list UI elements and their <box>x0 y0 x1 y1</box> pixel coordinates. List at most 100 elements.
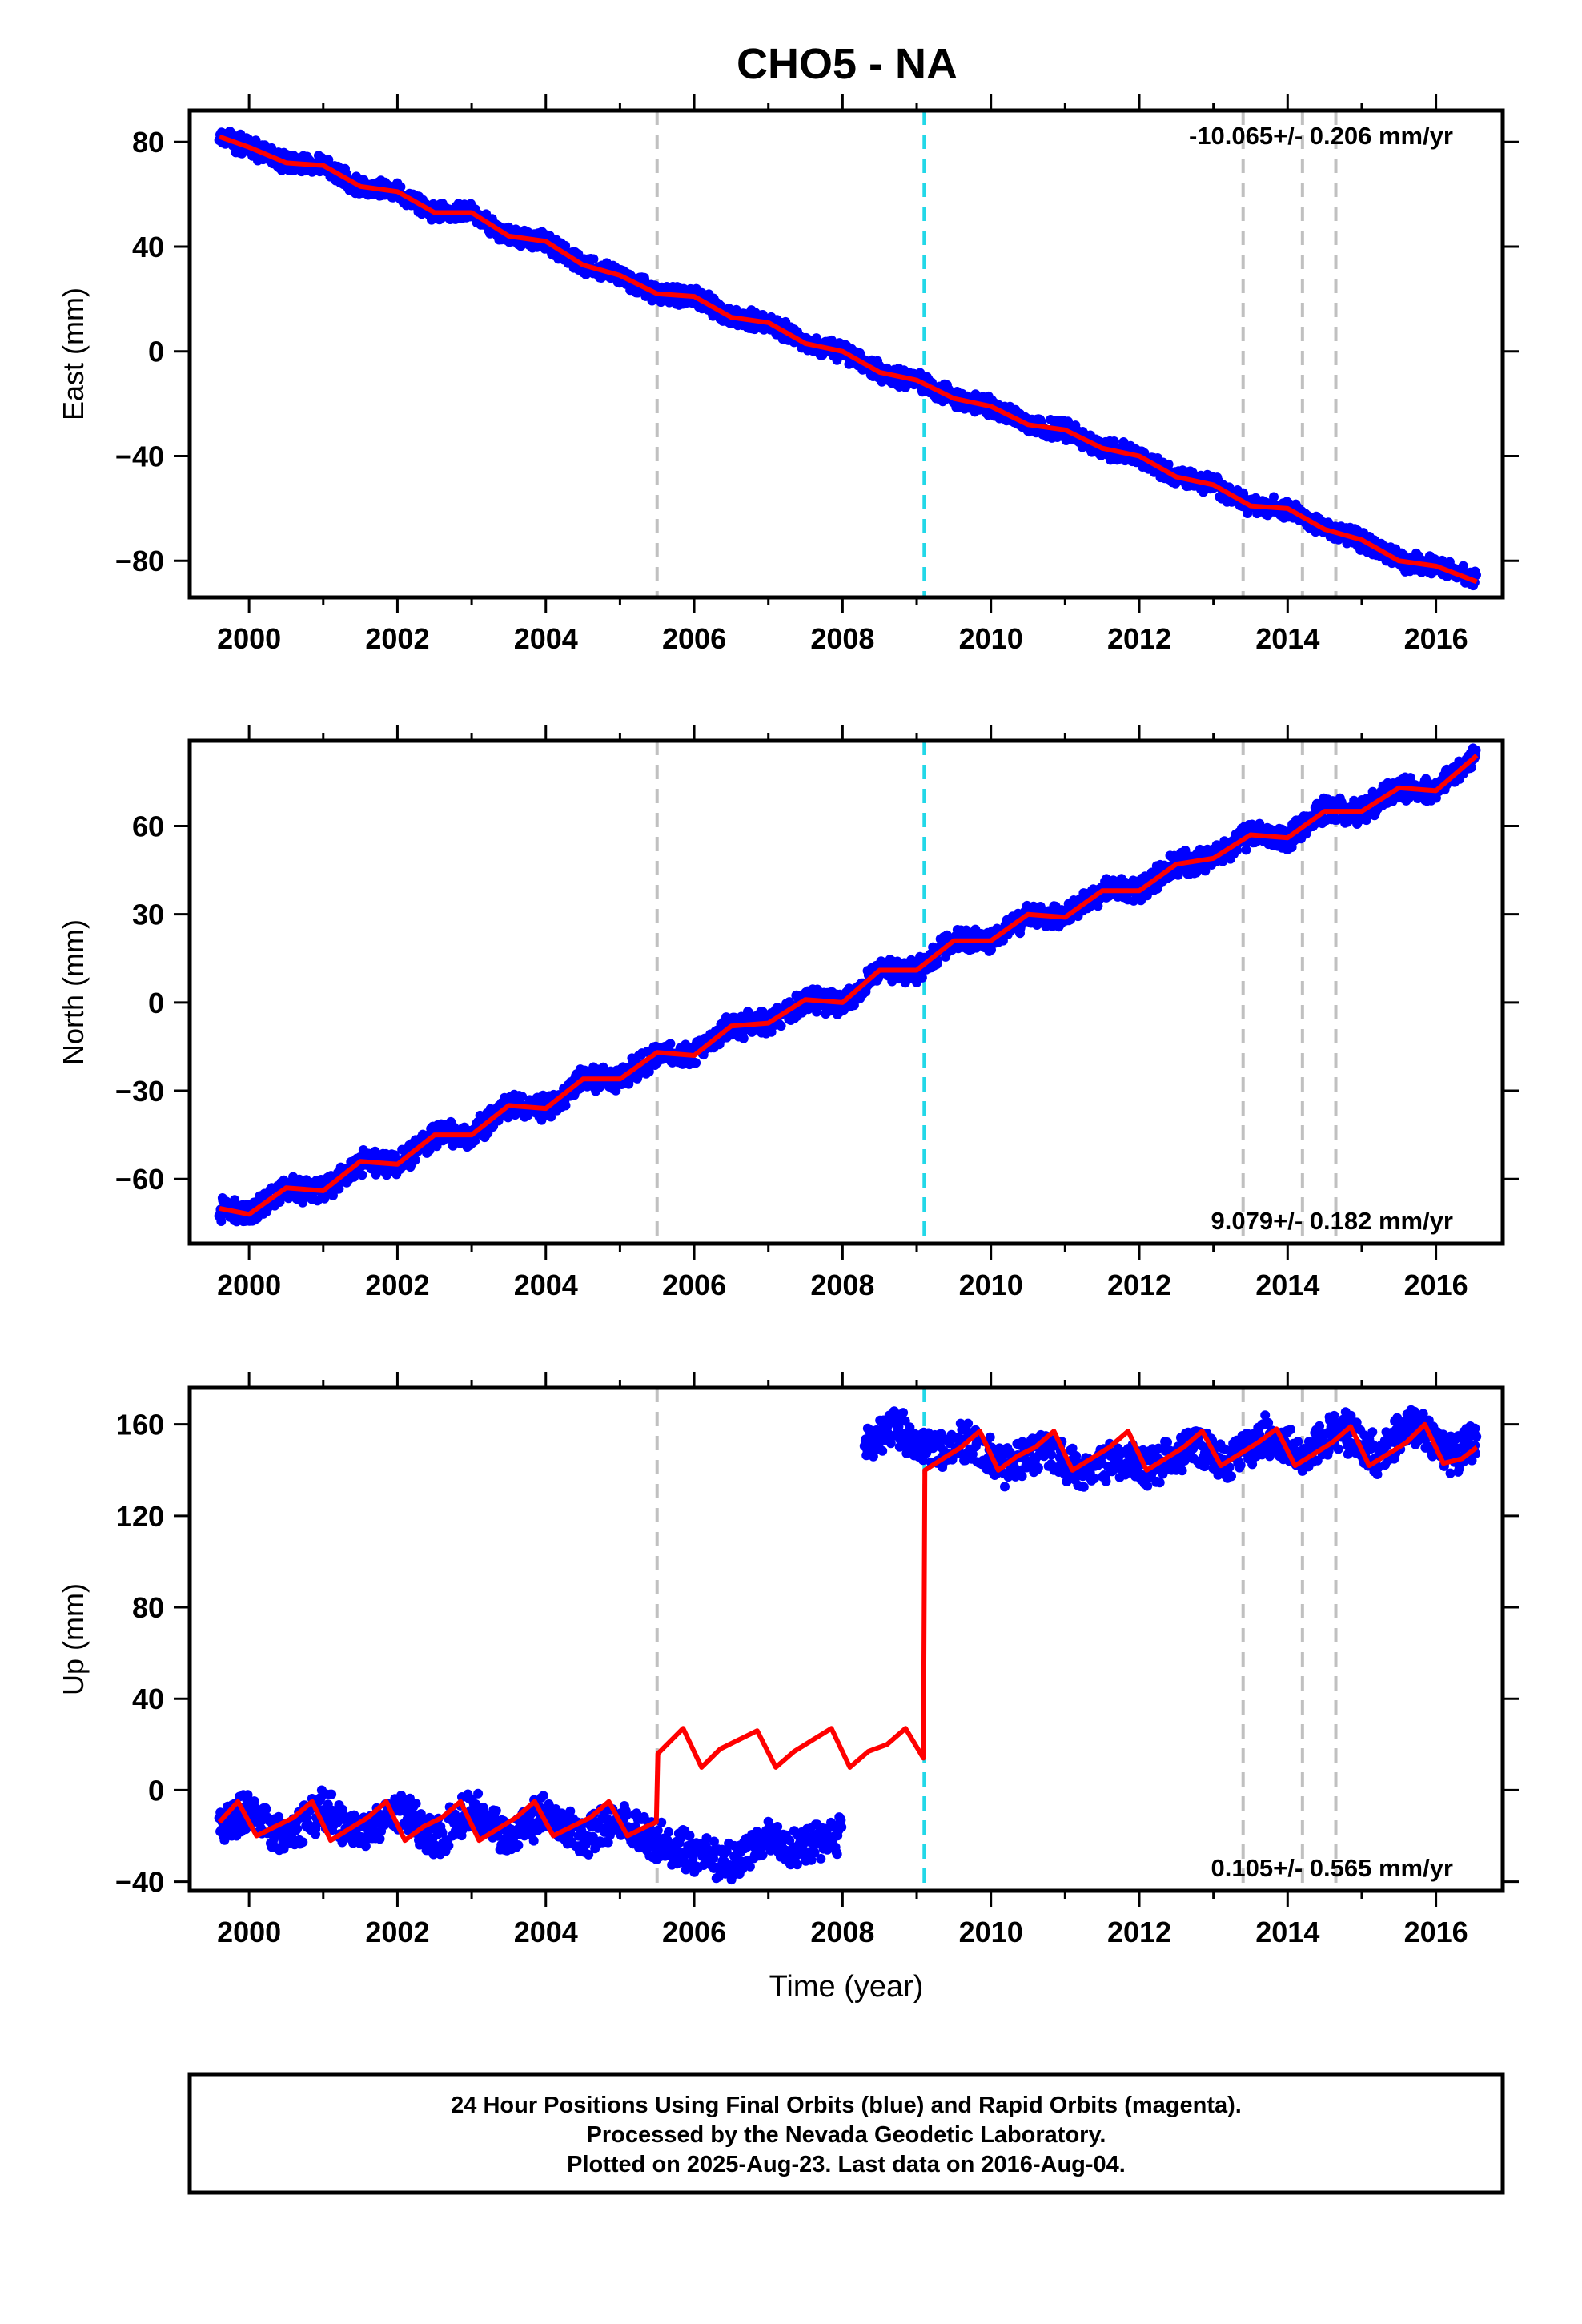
data-point <box>584 1849 594 1860</box>
x-tick-label: 2014 <box>1255 622 1319 655</box>
data-point <box>473 1788 484 1799</box>
data-point <box>517 1092 528 1102</box>
data-point <box>1471 745 1481 755</box>
data-point <box>745 1861 755 1872</box>
data-point <box>1241 845 1251 855</box>
data-point <box>757 1850 768 1860</box>
x-tick-label: 2002 <box>365 622 429 655</box>
data-point <box>298 1837 308 1848</box>
y-tick-label: 80 <box>132 126 164 159</box>
data-point <box>267 143 277 153</box>
data-point <box>357 1170 367 1180</box>
data-point <box>492 1831 503 1841</box>
velocity-label: 9.079+/- 0.182 mm/yr <box>1211 1207 1453 1235</box>
x-tick-label: 2002 <box>365 1269 429 1301</box>
x-tick-label: 2010 <box>959 1269 1023 1301</box>
data-point <box>709 1836 719 1847</box>
data-point <box>411 1799 421 1809</box>
data-point <box>766 1027 777 1037</box>
y-tick-label: 0 <box>148 336 164 368</box>
data-point <box>1218 856 1228 866</box>
up-panel: 2000 2002 2004 2006 2008 2010 2012 2014 2016−400… <box>57 1372 1519 2004</box>
data-point <box>691 1058 701 1068</box>
x-tick-label: 2012 <box>1107 1269 1171 1301</box>
data-point <box>491 1806 501 1815</box>
data-point <box>1269 492 1279 502</box>
figure-title: CHO5 - NA <box>737 40 958 88</box>
data-point <box>375 1834 385 1844</box>
data-point <box>701 1833 712 1844</box>
y-axis-label: North (mm) <box>57 919 90 1065</box>
plot-frame <box>187 738 1505 1246</box>
y-tick-label: −30 <box>115 1075 164 1108</box>
data-point <box>416 1809 426 1819</box>
data-point <box>917 972 927 983</box>
data-point <box>292 1823 303 1834</box>
data-point <box>546 1112 556 1122</box>
y-tick-label: 0 <box>148 987 164 1019</box>
data-point <box>709 1853 718 1864</box>
y-tick-label: −60 <box>115 1163 164 1196</box>
data-point <box>963 1418 974 1429</box>
final-orbit-points <box>214 127 1481 591</box>
x-tick-label: 2008 <box>810 1269 874 1301</box>
data-point <box>665 1039 676 1049</box>
x-tick-label: 2016 <box>1404 622 1468 655</box>
data-point <box>832 1849 842 1860</box>
y-tick-label: 40 <box>132 231 164 263</box>
data-point <box>611 1085 621 1096</box>
model-fit-line <box>219 754 1479 1217</box>
x-tick-label: 2000 <box>217 622 281 655</box>
x-tick-label: 2000 <box>217 1269 281 1301</box>
data-point <box>816 1853 826 1864</box>
data-point <box>652 1825 663 1835</box>
data-point <box>565 1806 576 1816</box>
data-point <box>538 1791 548 1801</box>
data-point <box>437 1827 448 1838</box>
data-point <box>685 1831 695 1841</box>
data-point <box>261 1804 271 1815</box>
data-point <box>1472 570 1481 580</box>
y-axis-label: East (mm) <box>57 287 90 420</box>
data-point <box>898 1408 909 1418</box>
data-point <box>360 1841 371 1852</box>
x-tick-label: 2004 <box>514 1269 578 1301</box>
data-point <box>230 1195 240 1205</box>
data-point <box>738 1033 749 1043</box>
data-point <box>792 1860 802 1870</box>
data-point <box>513 1840 524 1851</box>
x-tick-label: 2004 <box>514 622 578 655</box>
data-point <box>773 1822 783 1831</box>
data-point <box>877 1445 888 1456</box>
y-tick-label: −80 <box>115 545 164 577</box>
model-fit-line <box>219 134 1478 585</box>
data-point <box>621 1810 632 1820</box>
plot-frame <box>187 108 1505 600</box>
data-point <box>444 1840 454 1851</box>
x-tick-label: 2014 <box>1255 1269 1319 1301</box>
x-tick-label: 2008 <box>810 622 874 655</box>
y-tick-label: 60 <box>132 810 164 843</box>
final-orbit-points <box>214 1405 1482 1885</box>
data-point <box>721 1846 732 1856</box>
data-point <box>588 254 599 264</box>
data-point <box>664 1827 673 1837</box>
data-point <box>560 1100 571 1111</box>
data-point <box>528 1835 539 1846</box>
data-point <box>327 1789 337 1799</box>
data-point <box>410 1155 420 1165</box>
data-point <box>656 1817 667 1827</box>
x-tick-label: 2016 <box>1404 1269 1468 1301</box>
data-point <box>1458 561 1468 571</box>
data-point <box>249 1796 259 1807</box>
x-tick-label: 2006 <box>662 1269 726 1301</box>
y-tick-label: −40 <box>115 440 164 472</box>
x-tick-label: 2012 <box>1107 622 1171 655</box>
y-tick-label: 30 <box>132 899 164 931</box>
velocity-label: -10.065+/- 0.206 mm/yr <box>1189 122 1453 150</box>
east-panel: 2000 2002 2004 2006 2008 2010 2012 2014 2016−80−… <box>57 94 1519 655</box>
data-point <box>776 1021 786 1031</box>
x-tick-label: 2010 <box>959 622 1023 655</box>
